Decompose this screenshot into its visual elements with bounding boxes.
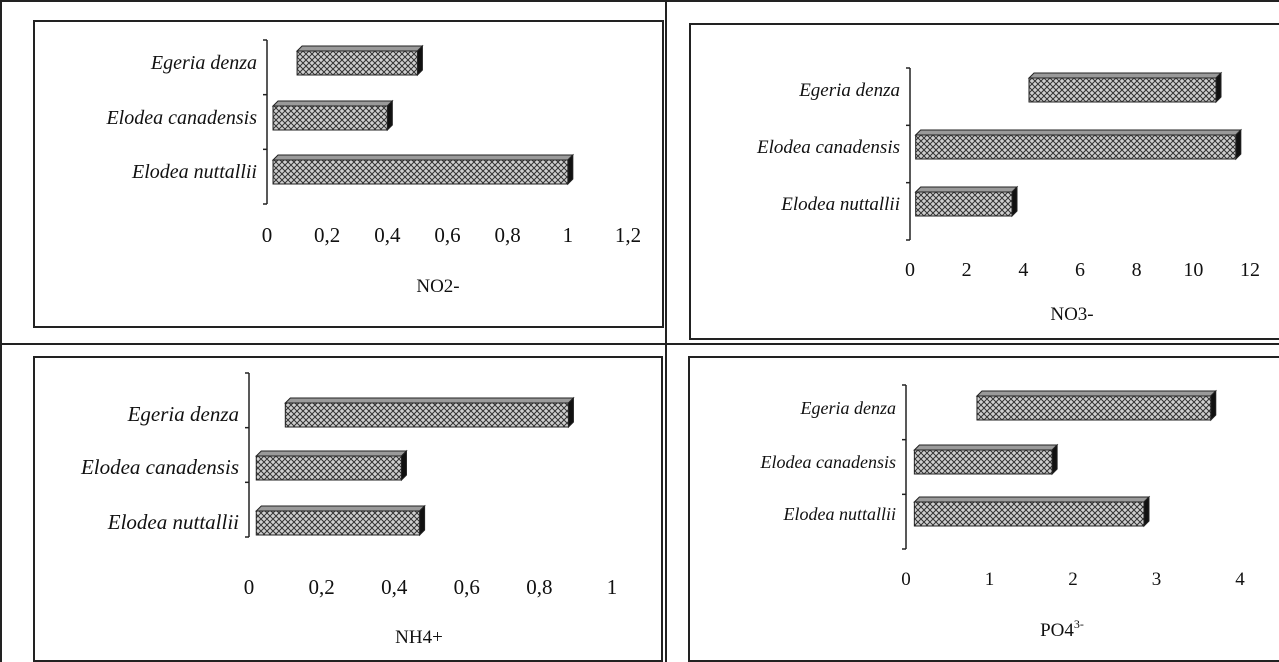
bar-side-face	[1235, 128, 1242, 161]
bar-side-face	[567, 153, 574, 186]
bar-elodea-nuttallii	[915, 191, 1013, 217]
bar-top-face	[1027, 72, 1223, 79]
bar-elodea-canadensis	[272, 105, 388, 131]
category-label: Elodea canadensis	[80, 455, 239, 479]
category-label: Elodea nuttallii	[131, 161, 257, 183]
bar-top-face	[914, 129, 1243, 136]
x-axis-label: NO3-	[1050, 304, 1093, 325]
chart-no2: Egeria denza Elodea canadensis Elodea nutt…	[105, 39, 641, 297]
x-tick-label: 10	[1183, 259, 1203, 281]
x-tick-label: 0	[905, 259, 915, 281]
bar-top-face	[271, 100, 394, 107]
category-label: Elodea nuttallii	[107, 510, 239, 534]
bar-top-face	[271, 154, 575, 161]
bar-top-face	[975, 390, 1217, 397]
category-label: Egeria denza	[798, 80, 900, 101]
x-tick-label: 0	[901, 569, 911, 590]
bar-elodea-canadensis	[255, 455, 402, 481]
bar-elodea-canadensis	[915, 134, 1237, 160]
bar-side-face	[1051, 443, 1058, 476]
cell-rule-left	[0, 0, 2, 662]
x-tick-label: 0	[262, 223, 273, 247]
x-tick-label: 6	[1075, 259, 1085, 281]
bar-top-face	[255, 505, 426, 512]
bar-side-face	[416, 44, 423, 77]
x-tick-label: 0,2	[308, 575, 334, 599]
chart-nh4: Egeria denza Elodea canadensis Elodea nutt…	[80, 372, 618, 648]
x-axis-label: NO2-	[416, 276, 459, 297]
x-tick-label: 0,2	[314, 223, 340, 247]
bar-side-face	[419, 504, 426, 537]
x-tick-label: 0,8	[526, 575, 552, 599]
category-label: Egeria denza	[800, 398, 896, 418]
category-label: Egeria denza	[127, 402, 239, 426]
x-tick-label: 0,8	[495, 223, 521, 247]
x-tick-label: 1	[607, 575, 618, 599]
cell-rule-middle-vertical	[665, 0, 667, 662]
bar-elodea-nuttallii	[272, 159, 569, 185]
category-label: Elodea canadensis	[105, 107, 257, 129]
bar-side-face	[1143, 495, 1150, 528]
x-tick-label: 4	[1018, 259, 1028, 281]
cell-rule-middle-horizontal	[0, 343, 1279, 345]
bar-side-face	[1215, 71, 1222, 104]
x-tick-label: 0,4	[374, 223, 401, 247]
x-tick-label: 1,2	[615, 223, 641, 247]
category-label: Egeria denza	[150, 52, 257, 74]
x-axis-label: NH4+	[395, 627, 443, 648]
bar-top-face	[284, 397, 575, 404]
x-axis-label: PO43-	[1040, 617, 1084, 641]
x-tick-label: 1	[563, 223, 574, 247]
bar-side-face	[1210, 389, 1217, 422]
bar-egeria-denza	[1028, 77, 1217, 103]
bar-top-face	[914, 186, 1019, 193]
x-tick-label: 0,6	[434, 223, 460, 247]
x-tick-label: 0	[244, 575, 255, 599]
x-tick-label: 0,4	[381, 575, 408, 599]
category-label: Elodea canadensis	[760, 452, 896, 472]
bar-egeria-denza	[296, 50, 418, 76]
bar-side-face	[386, 99, 393, 132]
category-label: Elodea canadensis	[756, 137, 900, 158]
x-tick-label: 12	[1240, 259, 1260, 281]
x-tick-label: 2	[1068, 569, 1078, 590]
x-tick-label: 2	[962, 259, 972, 281]
bar-side-face	[567, 396, 574, 429]
chart-no3: Egeria denza Elodea canadensis Elodea nutt…	[756, 67, 1260, 325]
category-label: Elodea nuttallii	[783, 504, 897, 524]
bar-elodea-nuttallii	[913, 501, 1145, 527]
bar-elodea-canadensis	[913, 449, 1053, 475]
x-tick-label: 0,6	[454, 575, 480, 599]
bar-top-face	[913, 496, 1151, 503]
bar-egeria-denza	[284, 402, 569, 428]
bar-top-face	[255, 450, 408, 457]
x-tick-label: 1	[985, 569, 995, 590]
bar-elodea-nuttallii	[255, 510, 421, 536]
bar-top-face	[913, 444, 1059, 451]
bar-top-face	[295, 45, 424, 52]
cell-rule-top	[0, 0, 1279, 2]
bar-side-face	[1011, 185, 1018, 218]
x-tick-label: 3	[1152, 569, 1162, 590]
bar-side-face	[400, 449, 407, 482]
category-label: Elodea nuttallii	[780, 194, 900, 215]
bar-egeria-denza	[976, 395, 1212, 421]
x-tick-label: 8	[1132, 259, 1142, 281]
x-tick-label: 4	[1235, 569, 1245, 590]
chart-po4: Egeria denza Elodea canadensis Elodea nutt…	[760, 384, 1245, 641]
